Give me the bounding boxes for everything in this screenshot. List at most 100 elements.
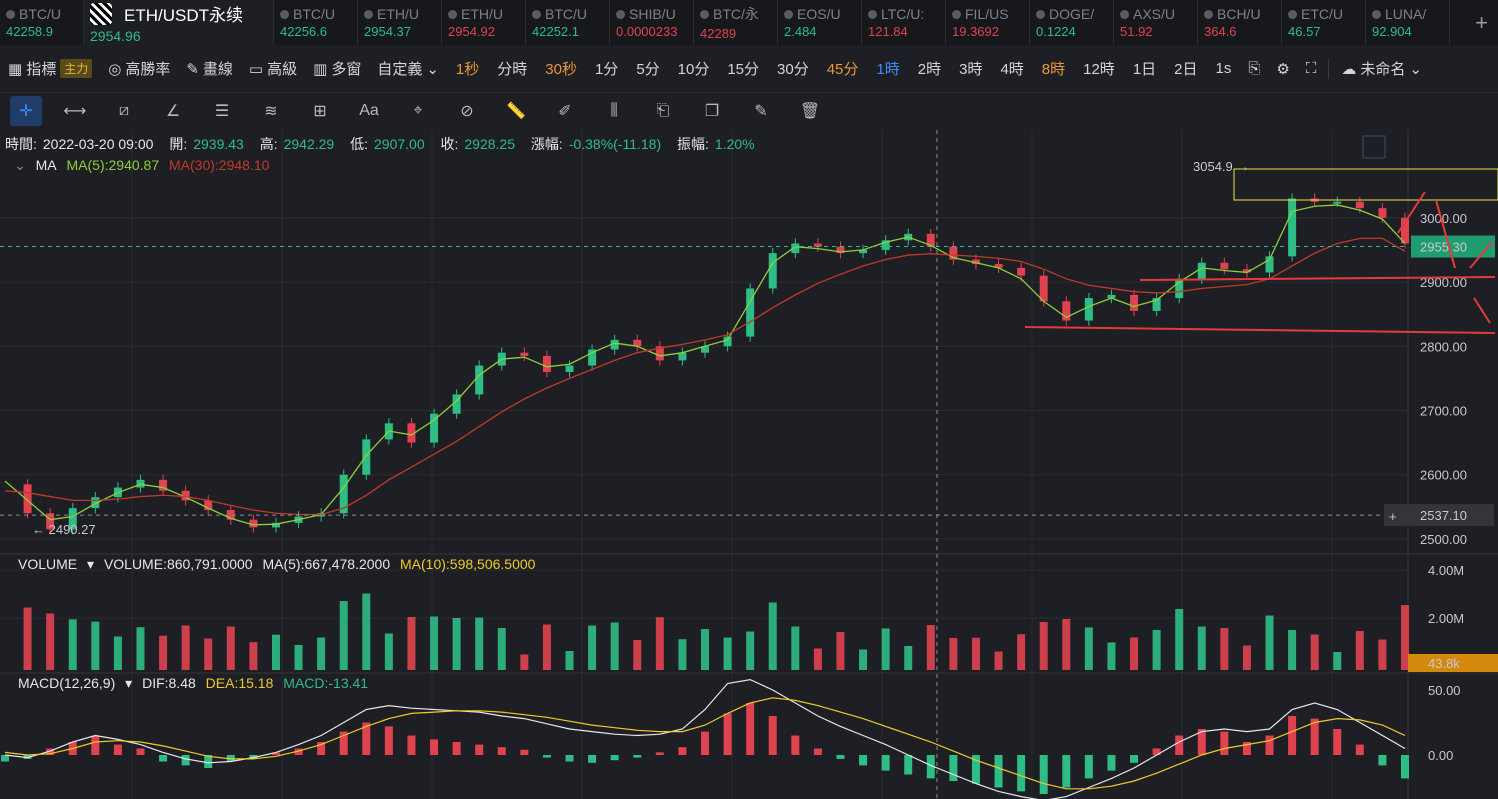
interval-tab[interactable]: 3時 <box>959 61 983 78</box>
interval-tab[interactable]: 1日 <box>1132 61 1157 78</box>
coin-icon <box>280 9 289 19</box>
custom-interval-dropdown[interactable]: 自定義 ⌄ <box>369 58 447 79</box>
candle-tool-icon[interactable]: ⫼ <box>610 102 618 119</box>
candle-body <box>746 288 755 337</box>
ticker-symbol: LTC/U: <box>881 6 925 22</box>
ticker-tab[interactable]: AXS/U 51.92 <box>1114 0 1198 45</box>
interval-tab[interactable]: 12時 <box>1083 61 1115 78</box>
ticker-price: 2954.37 <box>364 24 411 39</box>
ticker-tab[interactable]: BTC/永 42289 <box>694 0 778 45</box>
ticker-tab[interactable]: BCH/U 364.6 <box>1198 0 1282 45</box>
fullscreen-icon[interactable]: ⛶ <box>1305 60 1317 77</box>
volume-bar <box>430 616 439 670</box>
ma30-value: MA(30):2948.10 <box>169 157 270 173</box>
lock-draw-tool-icon[interactable]: ⊘ <box>460 103 474 120</box>
ticker-tab[interactable]: FIL/US 19.3692 <box>946 0 1030 45</box>
ticker-tab[interactable]: BTC/U 42252.1 <box>526 0 610 45</box>
angle-tool-icon[interactable]: ∠ <box>165 103 181 120</box>
ticker-tab[interactable]: DOGE/0.1224 <box>1030 0 1114 45</box>
volume-bar <box>1175 609 1184 670</box>
ticker-tab[interactable]: BTC/U 42258.9 <box>0 0 84 45</box>
interval-tab[interactable]: 10分 <box>677 61 710 78</box>
interval-tab[interactable]: 5分 <box>636 61 660 78</box>
coin-icon <box>1120 9 1129 19</box>
edit-tool-icon[interactable]: ✎ <box>754 103 768 120</box>
add-tab-plus-icon[interactable]: + <box>1475 10 1488 35</box>
layout-name-dropdown[interactable]: ☁ 未命名 ⌄ <box>1333 58 1430 79</box>
horizontal-line-tool-icon[interactable]: ⟷ <box>63 103 87 120</box>
interval-tab[interactable]: 分時 <box>497 61 528 78</box>
text-tool-icon[interactable]: Aa <box>359 102 379 119</box>
ticker-tab[interactable]: SHIB/U 0.0000233 <box>610 0 694 45</box>
candle-body <box>362 439 371 475</box>
macd-histogram-bar <box>339 731 348 755</box>
chevron-down-icon[interactable]: ▾ <box>87 556 95 572</box>
indicator-button[interactable]: ▦ 指標 主力 <box>0 58 100 79</box>
macd-histogram-bar <box>542 755 551 758</box>
crosshair-tool-icon[interactable]: ✛ <box>10 96 42 126</box>
macd-title[interactable]: MACD(12,26,9) <box>18 675 116 691</box>
interval-tab[interactable]: 4時 <box>1000 61 1024 78</box>
eraser-tool-icon[interactable]: ✐ <box>558 103 572 120</box>
screenshot-icon[interactable]: ⎘ <box>1248 60 1261 77</box>
arrow-line <box>1397 191 1426 234</box>
ticker-tab[interactable]: LUNA/92.904 <box>1366 0 1450 45</box>
chevron-down-icon[interactable]: ▾ <box>125 675 133 691</box>
ma5-value: MA(5):2940.87 <box>66 157 160 173</box>
magnet-tool-icon[interactable]: ⌖ <box>413 102 423 119</box>
ticker-tab[interactable]: ETH/U 2954.92 <box>442 0 526 45</box>
interval-tab[interactable]: 8時 <box>1041 61 1066 78</box>
interval-tab[interactable]: 1秒 <box>455 61 480 78</box>
time-value: 2022-03-20 09:00 <box>42 136 154 152</box>
ruler-tool-icon[interactable]: 📏 <box>506 103 526 120</box>
ma-title[interactable]: MA <box>35 157 57 173</box>
interval-tab[interactable]: 1分 <box>594 61 619 78</box>
arrow-line <box>1473 297 1491 324</box>
ticker-tab[interactable]: EOS/U 2.484 <box>778 0 862 45</box>
volume-bar <box>791 626 800 670</box>
volume-title[interactable]: VOLUME <box>18 556 78 572</box>
interval-tab[interactable]: 45分 <box>826 61 859 78</box>
trend-line-tool-icon[interactable]: ⧄ <box>118 102 130 119</box>
ticker-symbol: LUNA/ <box>1385 6 1427 22</box>
toolbar-divider <box>1328 58 1330 79</box>
ticker-tab[interactable]: LTC/U: 121.84 <box>862 0 946 45</box>
macd-histogram-bar <box>23 755 32 759</box>
parallel-channel-tool-icon[interactable]: ☰ <box>214 103 230 120</box>
duplicate-tool-icon[interactable]: ❐ <box>704 103 720 120</box>
trash-icon[interactable]: 🗑 <box>799 103 821 120</box>
interval-tab[interactable]: 30秒 <box>545 61 577 78</box>
candle-body <box>701 346 709 353</box>
interval-tab[interactable]: 2日 <box>1174 61 1198 78</box>
candle-body <box>1265 256 1274 273</box>
interval-tab[interactable]: 15分 <box>727 61 760 78</box>
volume-bar <box>159 635 168 670</box>
ticker-tab[interactable]: ETC/U 46.57 <box>1282 0 1366 45</box>
ticker-tab[interactable]: ETH/U 2954.37 <box>358 0 442 45</box>
collapse-chevron-icon[interactable]: ⌄ <box>14 157 26 173</box>
volume-bar <box>520 654 529 670</box>
measure-tool-icon[interactable]: ⊞ <box>313 103 327 120</box>
macd-histogram-bar <box>430 739 439 755</box>
winrate-button[interactable]: ◎ 高勝率 <box>100 58 178 79</box>
wave-tool-icon[interactable]: ≋ <box>264 103 278 120</box>
low-marker-label: ← 2490.27 <box>32 522 96 537</box>
interval-tab[interactable]: 1時 <box>876 61 900 78</box>
interval-tab[interactable]: 1s <box>1215 60 1232 77</box>
ticker-tab[interactable]: ETH/USDT永续 2954.96 <box>84 0 274 45</box>
ticker-tab[interactable]: BTC/U 42256.6 <box>274 0 358 45</box>
draw-button[interactable]: ✎ 畫線 <box>178 58 241 79</box>
chart-canvas[interactable]: 3000.00 2900.00 2800.00 2700.00 2600.00 2500.… <box>0 130 1498 799</box>
multi-window-button[interactable]: ▥ 多窗 <box>305 58 369 79</box>
interval-tab[interactable]: 2時 <box>917 61 942 78</box>
candle-body <box>949 246 958 260</box>
indicator-badge: 主力 <box>60 59 93 78</box>
ticker-symbol: AXS/U <box>1133 6 1176 22</box>
cloud-icon: ☁ <box>1341 60 1357 78</box>
settings-icon[interactable]: ⚙ <box>1276 60 1290 78</box>
close-label: 收: <box>440 136 459 152</box>
interval-tab[interactable]: 30分 <box>777 61 809 78</box>
copy-tool-icon[interactable]: ⎗ <box>656 102 670 119</box>
macd-macd-value: MACD:-13.41 <box>283 675 369 691</box>
advanced-button[interactable]: ▭ 高級 <box>241 58 305 79</box>
